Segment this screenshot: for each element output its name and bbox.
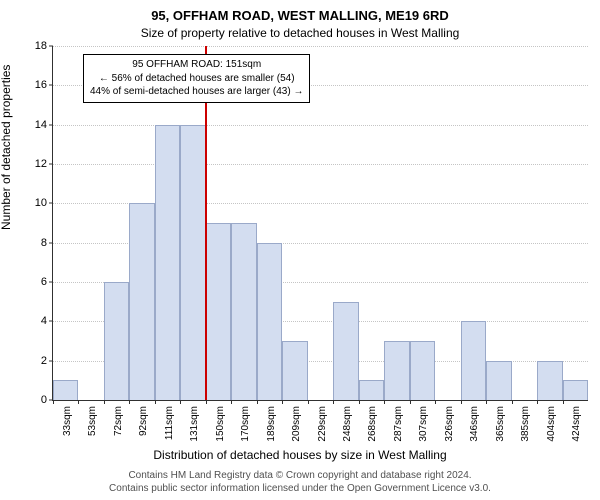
y-tick-label: 18 [35, 40, 53, 52]
histogram-bar [129, 203, 154, 400]
x-tick-mark [461, 400, 462, 404]
footer-attribution: Contains HM Land Registry data © Crown c… [0, 470, 600, 495]
annotation-line1: 95 OFFHAM ROAD: 151sqm [90, 58, 303, 72]
annotation-line2: ← 56% of detached houses are smaller (54… [90, 72, 303, 86]
histogram-bar [155, 125, 180, 400]
annotation-box: 95 OFFHAM ROAD: 151sqm← 56% of detached … [83, 54, 310, 103]
histogram-bar [282, 341, 307, 400]
y-tick-label: 6 [41, 276, 53, 288]
plot-area: 02468101214161833sqm53sqm72sqm92sqm111sq… [52, 46, 588, 401]
y-tick-label: 16 [35, 79, 53, 91]
x-tick-mark [206, 400, 207, 404]
histogram-bar [333, 302, 358, 400]
histogram-bar [384, 341, 409, 400]
histogram-bar [206, 223, 231, 400]
x-tick-label: 248sqm [342, 406, 353, 442]
x-tick-label: 189sqm [266, 406, 277, 442]
x-tick-mark [537, 400, 538, 404]
y-tick-label: 8 [41, 237, 53, 249]
histogram-bar [486, 361, 511, 400]
x-tick-mark [129, 400, 130, 404]
x-tick-label: 307sqm [418, 406, 429, 442]
histogram-bar [231, 223, 256, 400]
x-tick-mark [155, 400, 156, 404]
histogram-bar [537, 361, 562, 400]
x-tick-mark [359, 400, 360, 404]
histogram-bar [257, 243, 282, 400]
x-tick-mark [410, 400, 411, 404]
y-tick-label: 4 [41, 315, 53, 327]
y-tick-label: 10 [35, 197, 53, 209]
chart-title-line2: Size of property relative to detached ho… [0, 26, 600, 40]
x-tick-mark [104, 400, 105, 404]
x-tick-mark [512, 400, 513, 404]
x-tick-mark [282, 400, 283, 404]
y-tick-label: 14 [35, 119, 53, 131]
histogram-bar [461, 321, 486, 400]
x-tick-label: 209sqm [291, 406, 302, 442]
x-tick-label: 170sqm [240, 406, 251, 442]
x-tick-label: 365sqm [495, 406, 506, 442]
x-tick-label: 346sqm [469, 406, 480, 442]
x-tick-label: 229sqm [317, 406, 328, 442]
x-axis-label: Distribution of detached houses by size … [0, 448, 600, 462]
y-tick-label: 0 [41, 394, 53, 406]
histogram-bar [563, 380, 588, 400]
y-axis-label: Number of detached properties [0, 65, 13, 230]
x-tick-mark [333, 400, 334, 404]
chart-title-line1: 95, OFFHAM ROAD, WEST MALLING, ME19 6RD [0, 8, 600, 23]
x-tick-label: 33sqm [62, 406, 73, 436]
x-tick-mark [384, 400, 385, 404]
x-tick-label: 268sqm [367, 406, 378, 442]
x-tick-mark [78, 400, 79, 404]
footer-line1: Contains HM Land Registry data © Crown c… [0, 470, 600, 483]
x-tick-label: 385sqm [520, 406, 531, 442]
histogram-bar [359, 380, 384, 400]
x-tick-mark [180, 400, 181, 404]
x-tick-label: 287sqm [393, 406, 404, 442]
x-tick-label: 326sqm [444, 406, 455, 442]
y-gridline [53, 164, 588, 165]
x-tick-label: 424sqm [571, 406, 582, 442]
x-tick-mark [231, 400, 232, 404]
x-tick-label: 72sqm [113, 406, 124, 436]
histogram-bar [410, 341, 435, 400]
y-gridline [53, 125, 588, 126]
x-tick-label: 111sqm [164, 406, 175, 440]
x-tick-label: 131sqm [189, 406, 200, 442]
annotation-line3: 44% of semi-detached houses are larger (… [90, 85, 303, 99]
histogram-bar [180, 125, 205, 400]
histogram-bar [104, 282, 129, 400]
histogram-bar [53, 380, 78, 400]
y-tick-label: 2 [41, 355, 53, 367]
x-tick-label: 404sqm [546, 406, 557, 442]
x-tick-mark [486, 400, 487, 404]
x-tick-mark [563, 400, 564, 404]
y-gridline [53, 46, 588, 47]
x-tick-mark [53, 400, 54, 404]
x-tick-mark [308, 400, 309, 404]
x-tick-label: 92sqm [138, 406, 149, 436]
x-tick-label: 150sqm [215, 406, 226, 442]
x-tick-label: 53sqm [87, 406, 98, 436]
y-tick-label: 12 [35, 158, 53, 170]
x-tick-mark [257, 400, 258, 404]
footer-line2: Contains public sector information licen… [0, 483, 600, 496]
x-tick-mark [435, 400, 436, 404]
